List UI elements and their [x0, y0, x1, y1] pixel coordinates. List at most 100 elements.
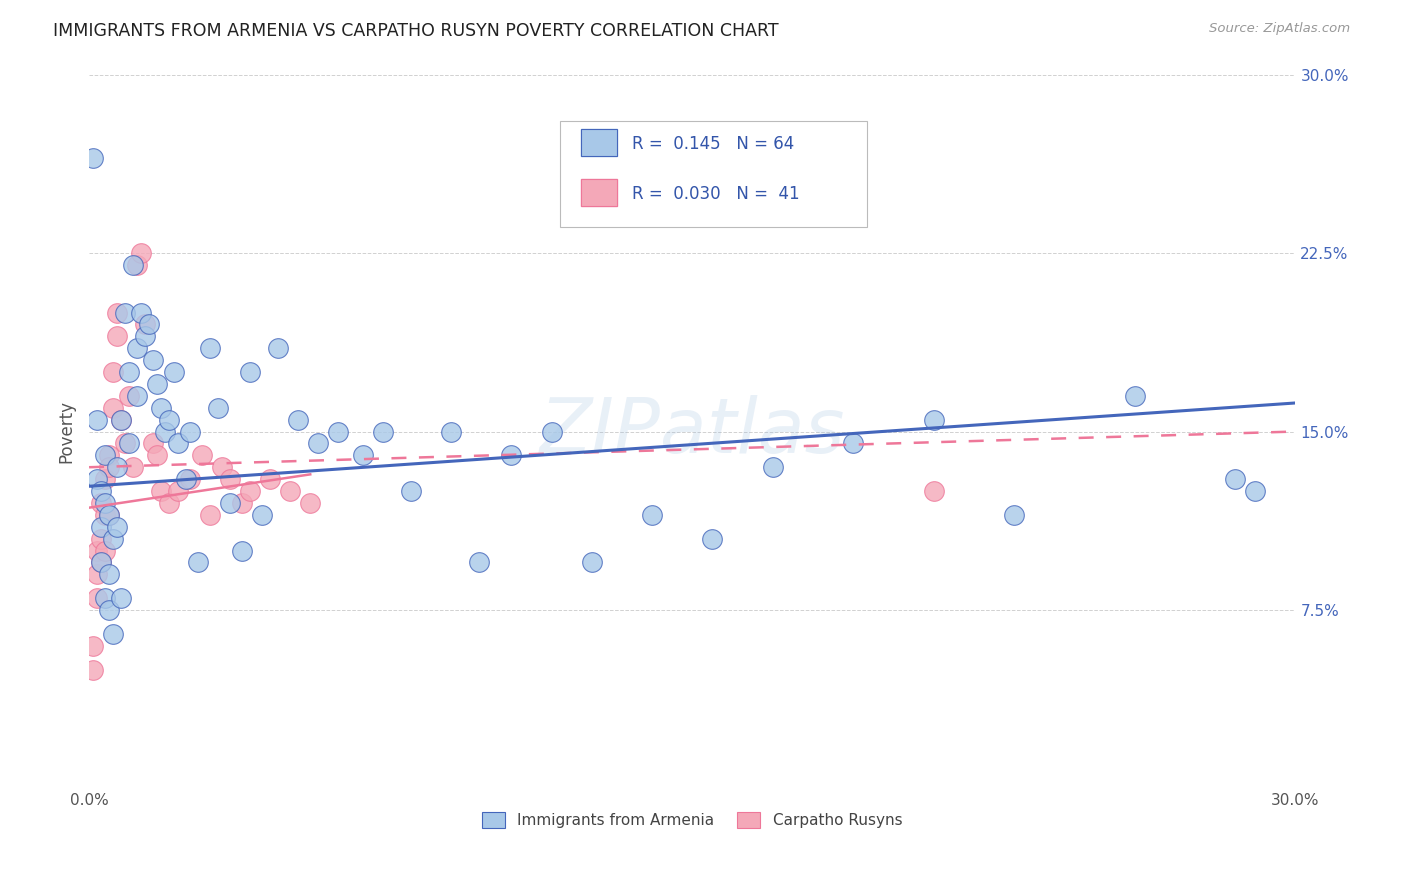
Legend: Immigrants from Armenia, Carpatho Rusyns: Immigrants from Armenia, Carpatho Rusyns: [477, 806, 908, 834]
Point: [250, 508, 273, 522]
Point: [98, 448, 121, 462]
Point: [82, 151, 104, 165]
Point: [110, 591, 132, 606]
Point: [174, 472, 197, 486]
Y-axis label: Poverty: Poverty: [58, 400, 75, 463]
Point: [190, 448, 212, 462]
Point: [702, 532, 724, 546]
Point: [127, 341, 149, 355]
Point: [118, 365, 141, 379]
Point: [86, 412, 108, 426]
Point: [103, 627, 125, 641]
Point: [1223, 472, 1246, 486]
Point: [105, 460, 128, 475]
Point: [94, 448, 117, 462]
Bar: [581, 178, 617, 206]
Point: [267, 341, 290, 355]
Point: [641, 508, 664, 522]
Point: [105, 519, 128, 533]
Point: [231, 496, 253, 510]
Point: [94, 543, 117, 558]
Point: [98, 567, 121, 582]
Point: [218, 472, 240, 486]
Point: [501, 448, 523, 462]
Point: [134, 329, 156, 343]
Text: R =  0.030   N =  41: R = 0.030 N = 41: [631, 186, 800, 203]
Point: [259, 472, 281, 486]
Point: [103, 401, 125, 415]
Point: [440, 425, 463, 439]
Point: [86, 591, 108, 606]
FancyBboxPatch shape: [560, 121, 868, 227]
Point: [98, 603, 121, 617]
Point: [842, 436, 865, 450]
Bar: [581, 128, 617, 156]
Point: [90, 556, 112, 570]
Point: [82, 663, 104, 677]
Point: [110, 412, 132, 426]
Point: [159, 496, 181, 510]
Point: [105, 305, 128, 319]
Text: IMMIGRANTS FROM ARMENIA VS CARPATHO RUSYN POVERTY CORRELATION CHART: IMMIGRANTS FROM ARMENIA VS CARPATHO RUSY…: [53, 22, 779, 40]
Point: [94, 591, 117, 606]
Point: [94, 496, 117, 510]
Point: [211, 460, 233, 475]
Point: [166, 436, 188, 450]
Point: [90, 496, 112, 510]
Point: [287, 412, 309, 426]
Point: [198, 508, 221, 522]
Point: [110, 412, 132, 426]
Point: [86, 567, 108, 582]
Point: [166, 483, 188, 498]
Point: [328, 425, 350, 439]
Point: [127, 258, 149, 272]
Point: [90, 532, 112, 546]
Point: [468, 556, 491, 570]
Point: [122, 460, 145, 475]
Point: [142, 436, 165, 450]
Point: [540, 425, 562, 439]
Point: [138, 318, 160, 332]
Point: [239, 483, 262, 498]
Point: [922, 412, 945, 426]
Point: [118, 389, 141, 403]
Point: [105, 329, 128, 343]
Point: [98, 508, 121, 522]
Point: [134, 318, 156, 332]
Point: [278, 483, 301, 498]
Point: [371, 425, 394, 439]
Point: [159, 412, 181, 426]
Point: [90, 519, 112, 533]
Point: [299, 496, 322, 510]
Point: [94, 508, 117, 522]
Point: [94, 472, 117, 486]
Point: [307, 436, 329, 450]
Point: [187, 556, 209, 570]
Point: [146, 448, 169, 462]
Point: [1123, 389, 1146, 403]
Point: [352, 448, 374, 462]
Point: [86, 472, 108, 486]
Point: [131, 305, 153, 319]
Point: [90, 556, 112, 570]
Point: [86, 543, 108, 558]
Point: [179, 472, 201, 486]
Text: Source: ZipAtlas.com: Source: ZipAtlas.com: [1209, 22, 1350, 36]
Point: [122, 258, 145, 272]
Point: [82, 639, 104, 653]
Point: [399, 483, 422, 498]
Point: [131, 246, 153, 260]
Point: [142, 353, 165, 368]
Bar: [581, 128, 617, 156]
Point: [146, 376, 169, 391]
Point: [90, 483, 112, 498]
Point: [98, 460, 121, 475]
Point: [207, 401, 229, 415]
Point: [581, 556, 603, 570]
Point: [162, 365, 184, 379]
Point: [114, 436, 136, 450]
Point: [103, 365, 125, 379]
Point: [922, 483, 945, 498]
Point: [1244, 483, 1267, 498]
Point: [114, 305, 136, 319]
